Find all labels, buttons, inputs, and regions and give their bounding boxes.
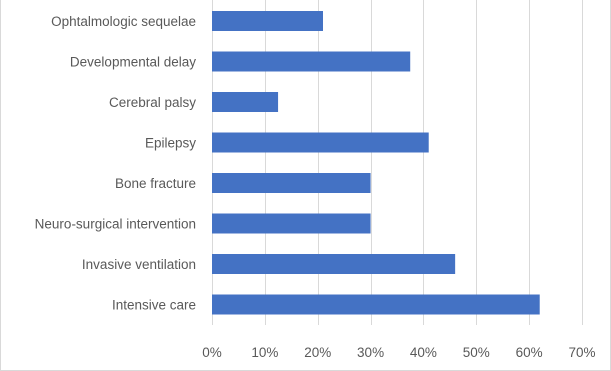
bar [212,51,411,72]
category-label: Developmental delay [70,55,196,70]
x-tick-label: 30% [357,345,384,360]
x-tick-labels: 0% 10% 20% 30% 40% 50% 60% 70% [202,345,595,360]
category-label: Epilepsy [145,136,196,151]
x-tick-label: 60% [516,345,543,360]
category-label: Neuro-surgical intervention [35,217,196,232]
x-tick-label: 10% [251,345,278,360]
x-tick-label: 20% [304,345,331,360]
category-labels: Ophtalmologic sequelae Developmental dela… [35,14,197,313]
bar [212,11,323,31]
category-label: Bone fracture [115,176,196,191]
category-label: Invasive ventilation [82,257,196,272]
bar [212,213,371,234]
category-label: Intensive care [112,298,196,313]
bar [212,132,429,153]
bar [212,294,540,315]
x-tick-label: 70% [568,345,595,360]
category-label: Ophtalmologic sequelae [51,14,196,29]
x-tick-label: 0% [202,345,222,360]
x-tick-label: 40% [410,345,437,360]
bar [212,254,456,274]
x-tick-label: 50% [463,345,490,360]
category-label: Cerebral palsy [109,95,196,110]
bar [212,173,371,193]
bar [212,92,279,112]
bars [212,11,540,315]
gridlines [212,0,583,325]
